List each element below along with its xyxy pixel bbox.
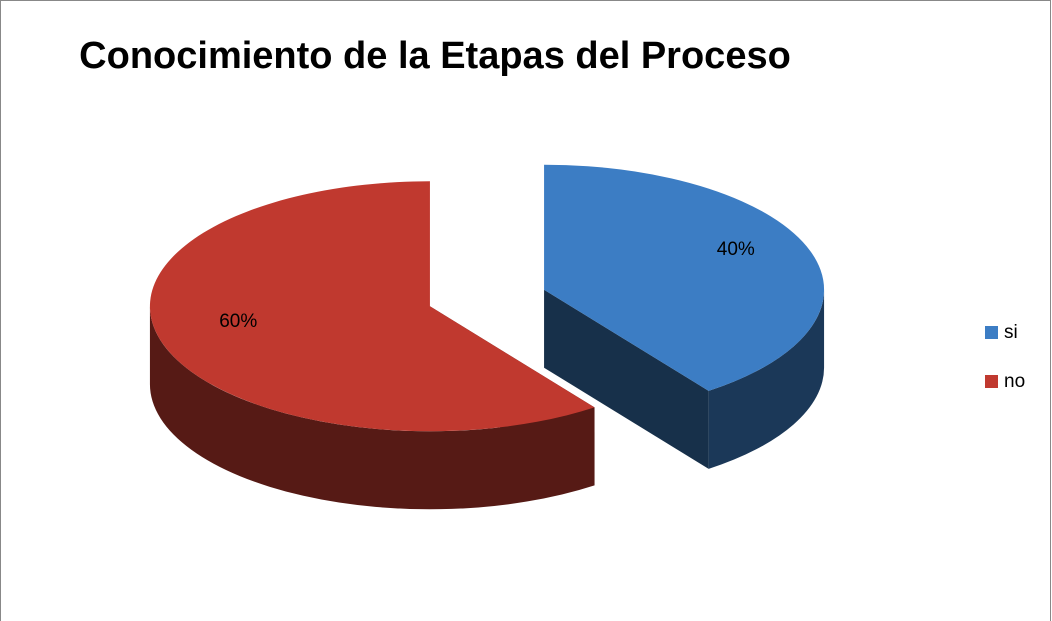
legend-label: si — [1004, 322, 1018, 343]
slice — [544, 164, 825, 391]
slice — [149, 181, 595, 432]
slice-wall — [544, 289, 709, 469]
data-label: 60% — [219, 311, 257, 332]
legend-label: no — [1004, 371, 1025, 392]
legend-swatch — [985, 375, 998, 388]
data-label: 40% — [717, 239, 755, 260]
legend-swatch — [985, 326, 998, 339]
chart-title: Conocimiento de la Etapas del Proceso — [79, 35, 791, 77]
slice-side — [708, 289, 825, 469]
slice-side — [149, 306, 595, 510]
